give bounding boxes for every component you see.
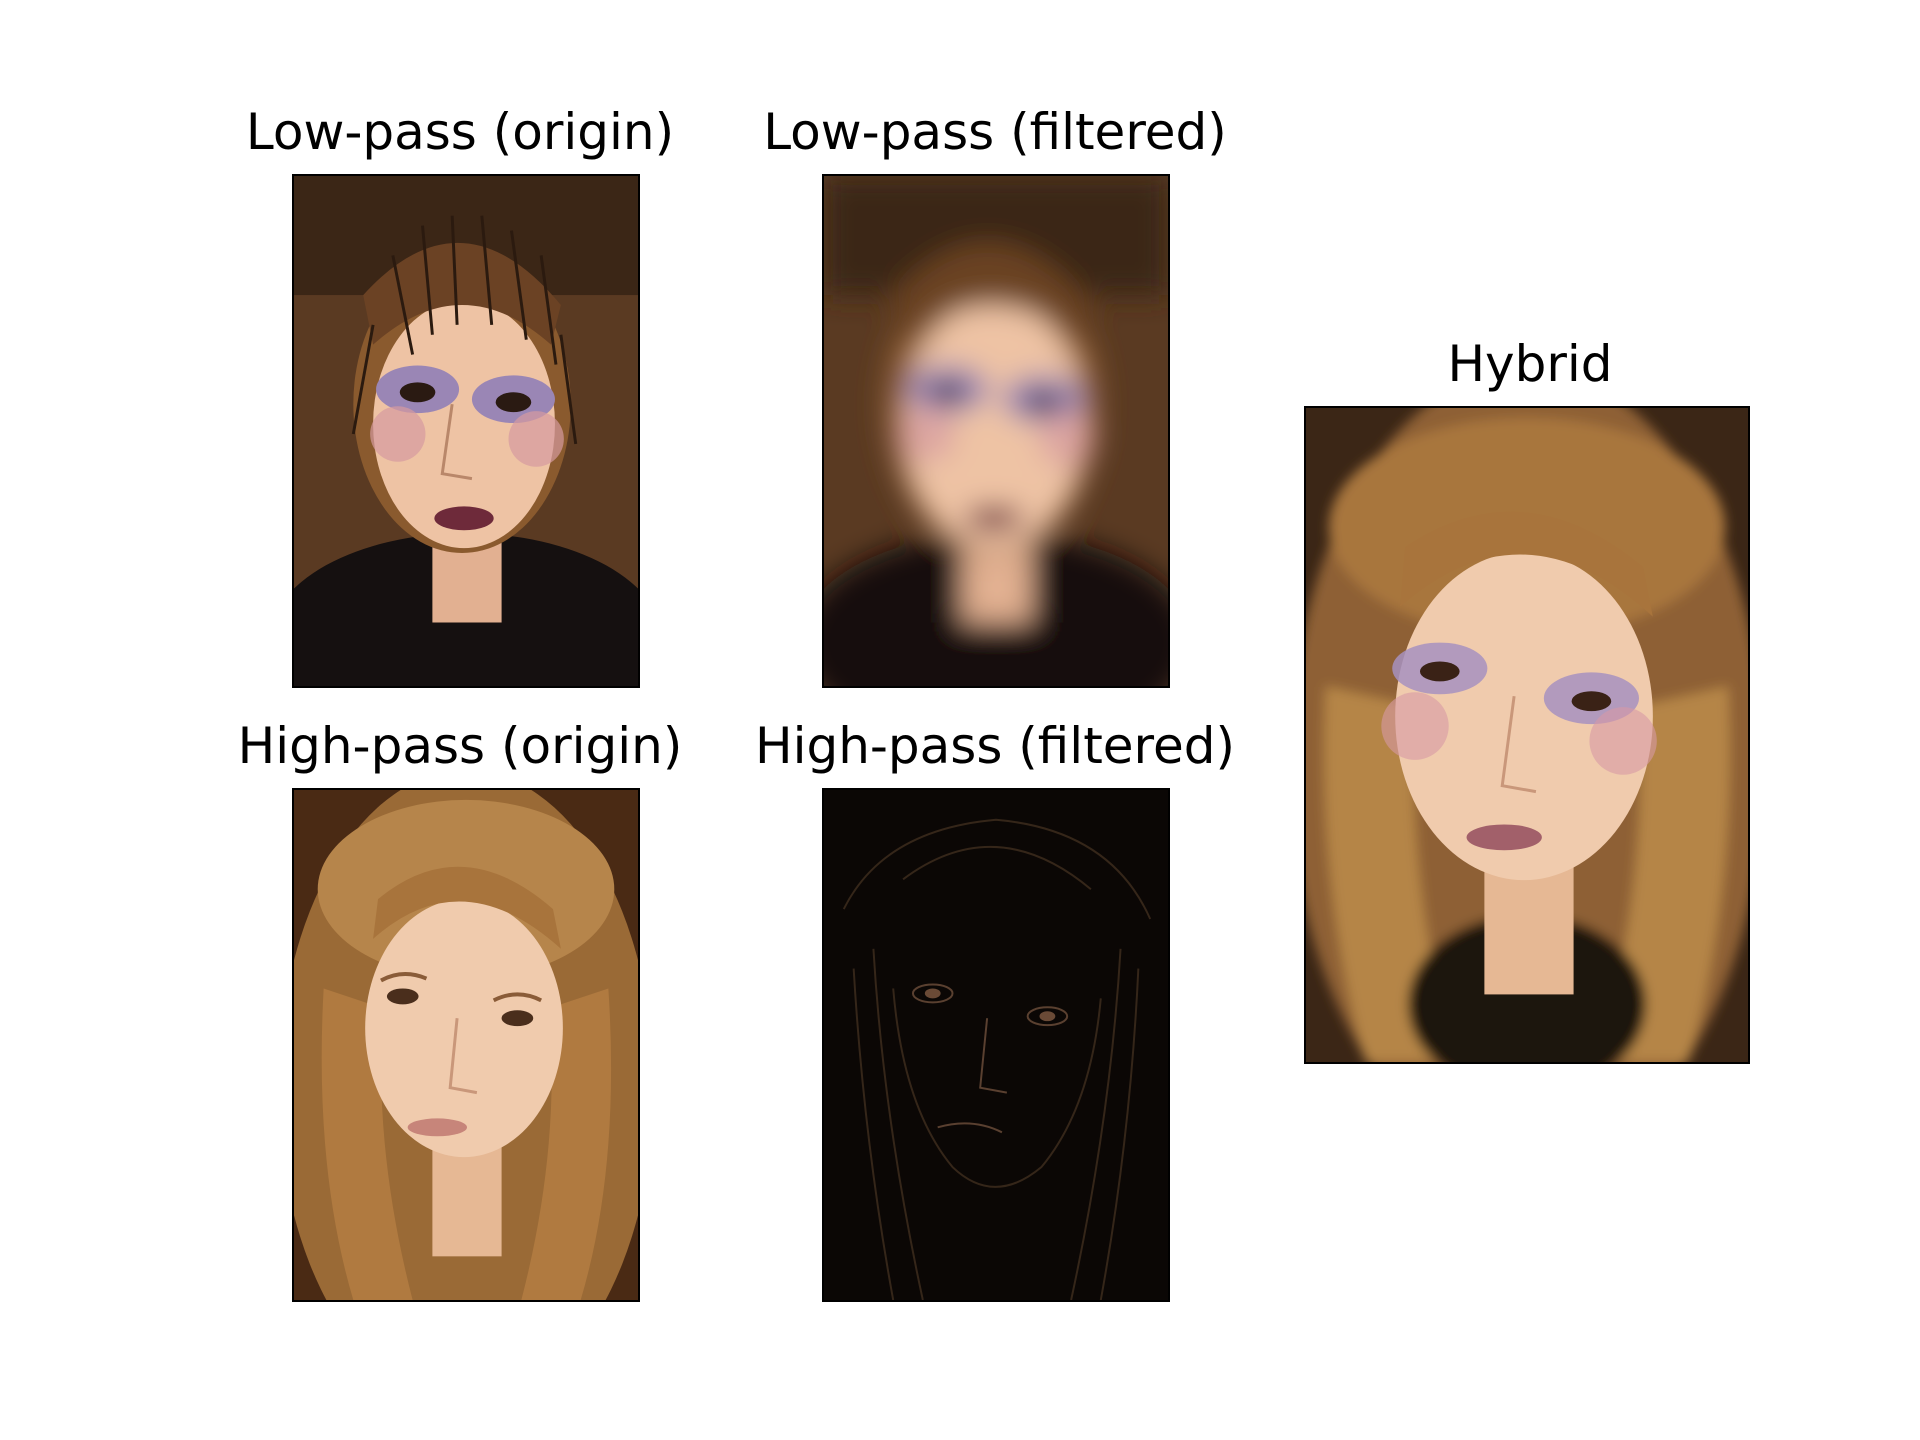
lowpass-origin-image	[292, 174, 640, 688]
highpass-filtered-image	[822, 788, 1170, 1302]
lowpass-filtered-image	[822, 174, 1170, 688]
panel-title-highpass-origin: High-pass (origin)	[237, 717, 683, 775]
panel-title-hybrid: Hybrid	[1447, 335, 1613, 393]
highpass-origin-image	[292, 788, 640, 1302]
panel-title-lowpass-origin: Low-pass (origin)	[245, 103, 675, 161]
hybrid-image	[1304, 406, 1750, 1064]
panel-title-lowpass-filtered: Low-pass (filtered)	[763, 103, 1227, 161]
panel-title-highpass-filtered: High-pass (filtered)	[754, 717, 1236, 775]
